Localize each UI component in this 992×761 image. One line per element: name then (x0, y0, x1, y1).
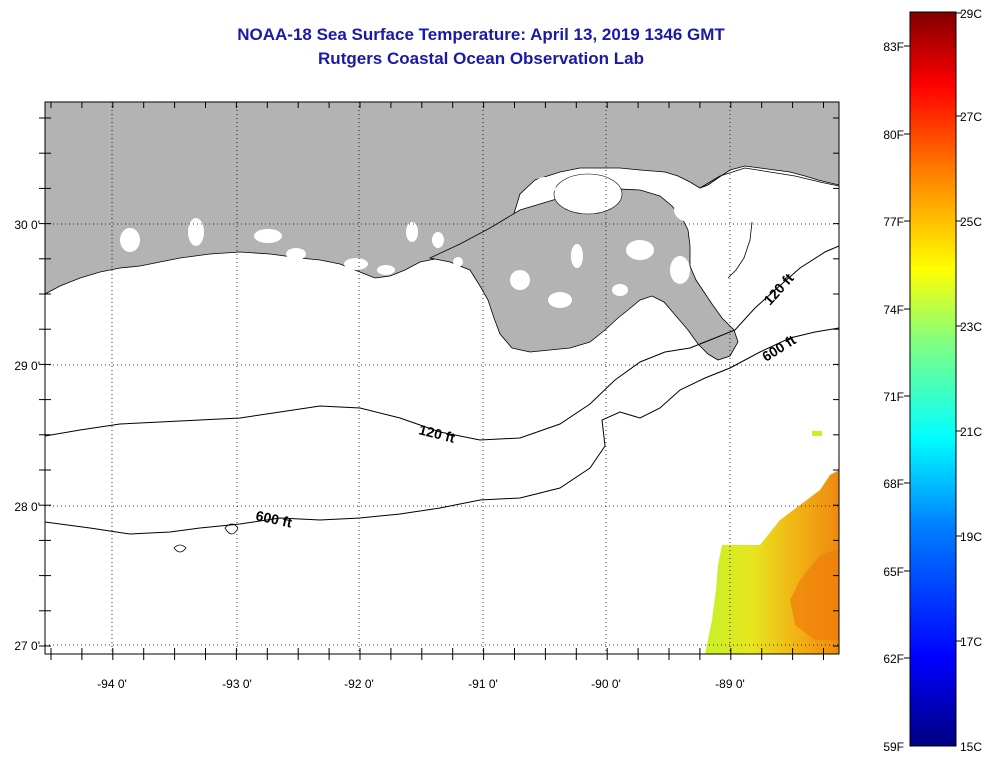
lake (432, 232, 444, 248)
colorbar-label-f: 74F (883, 303, 904, 317)
delta-land (428, 187, 739, 361)
colorbar-label-c: 27C (960, 110, 982, 124)
colorbar-label-c: 21C (960, 425, 982, 439)
colorbar-label-c: 25C (960, 215, 982, 229)
colorbar-label-f: 71F (883, 390, 904, 404)
lake (571, 244, 583, 268)
lake (120, 228, 140, 252)
sst-data-hotspot (790, 548, 839, 640)
colorbar-label-f: 62F (883, 652, 904, 666)
land-mass (45, 102, 839, 295)
lake (670, 256, 690, 284)
colorbar-label-f: 77F (883, 215, 904, 229)
lake (510, 270, 530, 290)
colorbar-label-f: 65F (883, 565, 904, 579)
longitude-label: -94 0' (97, 677, 127, 691)
longitude-label: -89 0' (715, 677, 745, 691)
contour-small (173, 544, 187, 553)
colorbar-label-c: 15C (960, 740, 982, 754)
lake (377, 265, 395, 275)
lake (188, 218, 204, 246)
contour-small (224, 523, 239, 535)
lake (406, 222, 418, 242)
lake (254, 229, 282, 243)
lake (674, 198, 706, 222)
lake (534, 177, 556, 195)
map-subtitle: Rutgers Coastal Ocean Observation Lab (318, 49, 644, 68)
contour-600ft (45, 327, 839, 535)
colorbar-label-f: 68F (883, 477, 904, 491)
map-frame (44, 101, 840, 655)
longitude-label: -90 0' (591, 677, 621, 691)
colorbar-label-f: 83F (883, 40, 904, 54)
contour-120ft (45, 245, 839, 441)
colorbar-label-c: 23C (960, 320, 982, 334)
sst-data-speck (812, 431, 822, 436)
longitude-label: -93 0' (222, 677, 252, 691)
colorbar (909, 11, 957, 747)
longitude-label: -92 0' (344, 677, 374, 691)
contour-label-600ft: 600 ft (759, 331, 799, 364)
contour-label-120ft: 120 ft (417, 421, 457, 445)
map-title: NOAA-18 Sea Surface Temperature: April 1… (237, 25, 725, 44)
lake (548, 292, 572, 308)
colorbar-label-c: 17C (960, 635, 982, 649)
lake (453, 257, 463, 267)
coastline (699, 167, 839, 189)
lake (286, 248, 306, 260)
contour-label-600ft: 600 ft (254, 507, 293, 530)
island-outline (727, 221, 753, 279)
colorbar-label-f: 59F (883, 740, 904, 754)
colorbar-label-c: 19C (960, 530, 982, 544)
longitude-label: -91 0' (468, 677, 498, 691)
latitude-label: 29 0' (14, 359, 40, 373)
lake (612, 284, 628, 296)
latitude-label: 27 0' (14, 639, 40, 653)
colorbar-label-f: 80F (883, 128, 904, 142)
lake (626, 240, 654, 260)
lake (344, 258, 368, 270)
latitude-label: 30 0' (14, 218, 40, 232)
lake-pontchartrain (553, 173, 623, 215)
latitude-label: 28 0' (14, 500, 40, 514)
colorbar-label-c: 29C (960, 7, 982, 21)
